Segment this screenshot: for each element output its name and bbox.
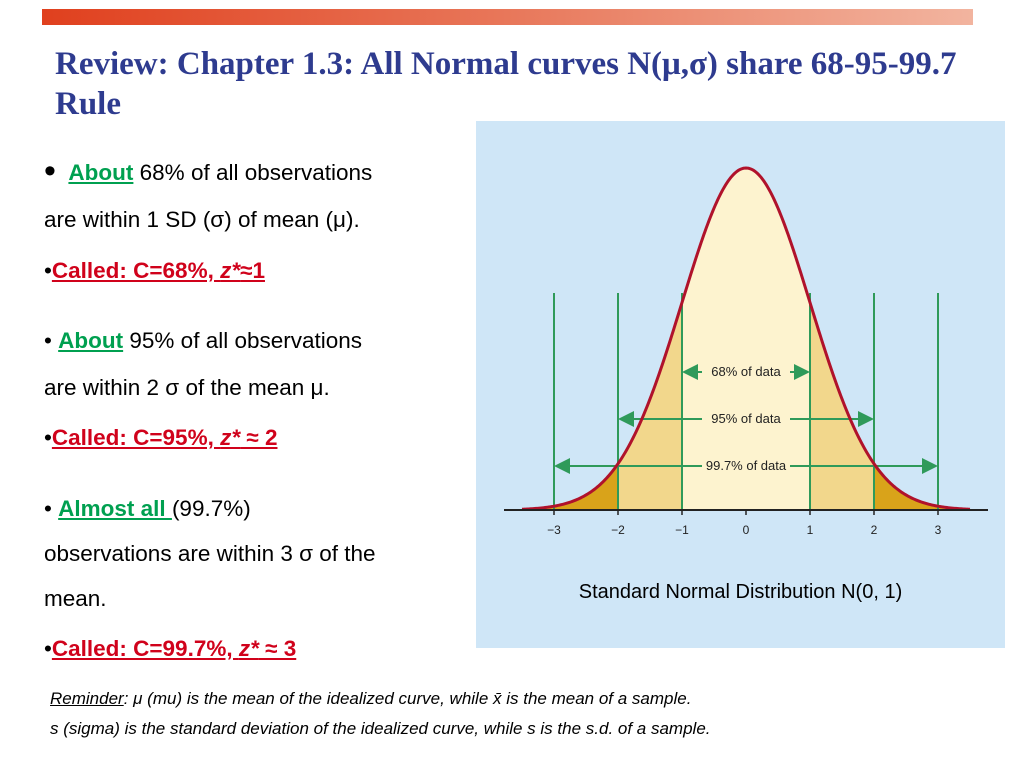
- tick-label: −2: [611, 523, 625, 537]
- bullet-3-line-3: mean.: [44, 586, 107, 611]
- band-label: 95% of data: [711, 411, 781, 426]
- slide-title: Review: Chapter 1.3: All Normal curves N…: [55, 46, 957, 122]
- bullet-1-text: 68% of all observations: [133, 160, 373, 185]
- tick-label: 2: [871, 523, 878, 537]
- band-label: 99.7% of data: [706, 458, 787, 473]
- bullet-2-line-1: • About 95% of all observations: [44, 328, 363, 353]
- bullet-3-about: Almost all: [58, 496, 172, 521]
- bullet-1-about: About: [68, 160, 134, 185]
- top-accent-bar: [42, 9, 973, 25]
- reminder-text-1: : μ (mu) is the mean of the idealized cu…: [123, 689, 692, 708]
- tick-label: −1: [675, 523, 689, 537]
- reminder-note: Reminder: μ (mu) is the mean of the idea…: [50, 684, 1010, 744]
- bullet-3-called-end: ≈ 3: [258, 636, 297, 661]
- bullet-2-called-text: Called: C=95%,: [51, 425, 221, 450]
- bullet-3-line-2: observations are within 3 σ of the: [44, 541, 376, 566]
- tick-label: 0: [743, 523, 750, 537]
- bullet-3-called-text: Called: C=99.7%,: [51, 636, 239, 661]
- bullet-2-called: •Called: C=95%, z* ≈ 2: [44, 425, 278, 450]
- bullet-2-about: About: [58, 328, 124, 353]
- region-68: [682, 168, 810, 510]
- bullet-1-z: z*: [220, 258, 241, 283]
- reminder-line-1: Reminder: μ (mu) is the mean of the idea…: [50, 684, 1010, 714]
- bullet-3-z: z*: [238, 636, 259, 661]
- reminder-label: Reminder: [50, 689, 124, 708]
- bullet-2-called-end: ≈ 2: [240, 425, 278, 450]
- bullet-1-called-end: ≈1: [240, 258, 265, 283]
- figure-panel: 68% of data 95% of data 99.7% of data −3 −2…: [476, 121, 1005, 648]
- bullet-1-called: •Called: C=68%, z*≈1: [44, 258, 265, 283]
- tick-label: 3: [935, 523, 942, 537]
- bullet-2-z: z*: [220, 425, 241, 450]
- band-label: 68% of data: [711, 364, 781, 379]
- bullet-2-text: 95% of all observations: [123, 328, 363, 353]
- normal-curve-line: [521, 166, 971, 511]
- reminder-line-2: s (sigma) is the standard deviation of t…: [50, 719, 711, 738]
- tick-label: 1: [807, 523, 814, 537]
- bullet-2-line-2: are within 2 σ of the mean μ.: [44, 375, 330, 400]
- figure-caption: Standard Normal Distribution N(0, 1): [578, 581, 903, 603]
- bullet-1-line-1: • About 68% of all observations: [44, 152, 373, 190]
- bullet-3-line-1: • Almost all (99.7%): [44, 496, 251, 521]
- bullet-1-called-text: Called: C=68%,: [51, 258, 221, 283]
- bullet-3-text: (99.7%): [171, 496, 251, 521]
- tick-label: −3: [547, 523, 561, 537]
- bullet-1-line-2: are within 1 SD (σ) of mean (μ).: [44, 207, 360, 232]
- bullet-3-called: •Called: C=99.7%, z* ≈ 3: [44, 636, 297, 661]
- normal-curve-figure: 68% of data 95% of data 99.7% of data −3 −2…: [504, 166, 988, 537]
